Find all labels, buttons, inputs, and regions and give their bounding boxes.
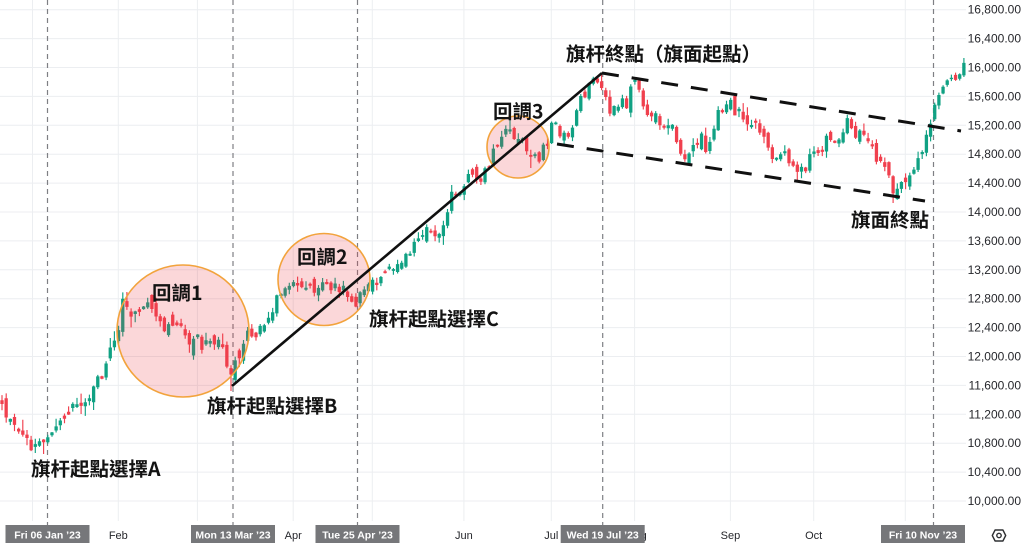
svg-text:13,200.00: 13,200.00 xyxy=(968,263,1022,277)
svg-text:12,400.00: 12,400.00 xyxy=(968,321,1022,335)
svg-text:Apr: Apr xyxy=(285,530,302,542)
svg-text:14,800.00: 14,800.00 xyxy=(968,147,1022,161)
svg-text:Feb: Feb xyxy=(109,530,128,542)
svg-text:11,200.00: 11,200.00 xyxy=(969,407,1022,421)
svg-text:16,000.00: 16,000.00 xyxy=(968,61,1022,75)
svg-text:14,400.00: 14,400.00 xyxy=(968,176,1022,190)
svg-text:Tue 25 Apr ’23: Tue 25 Apr ’23 xyxy=(322,530,393,542)
svg-text:14,000.00: 14,000.00 xyxy=(968,205,1022,219)
svg-text:10,400.00: 10,400.00 xyxy=(968,465,1022,479)
svg-text:12,000.00: 12,000.00 xyxy=(968,350,1022,364)
svg-text:Oct: Oct xyxy=(805,530,822,542)
svg-text:Fri 10 Nov ’23: Fri 10 Nov ’23 xyxy=(889,530,957,542)
svg-text:Jul: Jul xyxy=(544,530,558,542)
svg-text:11,600.00: 11,600.00 xyxy=(969,378,1022,392)
svg-text:10,000.00: 10,000.00 xyxy=(968,494,1022,508)
svg-text:Sep: Sep xyxy=(721,530,741,542)
svg-text:10,800.00: 10,800.00 xyxy=(968,436,1022,450)
svg-text:15,200.00: 15,200.00 xyxy=(968,118,1022,132)
svg-text:16,800.00: 16,800.00 xyxy=(968,3,1022,17)
svg-text:Wed 19 Jul ’23: Wed 19 Jul ’23 xyxy=(567,530,639,542)
svg-text:Fri 06 Jan ’23: Fri 06 Jan ’23 xyxy=(14,530,81,542)
svg-text:13,600.00: 13,600.00 xyxy=(968,234,1022,248)
svg-text:Mon 13 Mar ’23: Mon 13 Mar ’23 xyxy=(195,530,270,542)
svg-text:Jun: Jun xyxy=(455,530,473,542)
svg-text:12,800.00: 12,800.00 xyxy=(968,292,1022,306)
svg-text:15,600.00: 15,600.00 xyxy=(968,89,1022,103)
svg-text:16,400.00: 16,400.00 xyxy=(968,32,1022,46)
